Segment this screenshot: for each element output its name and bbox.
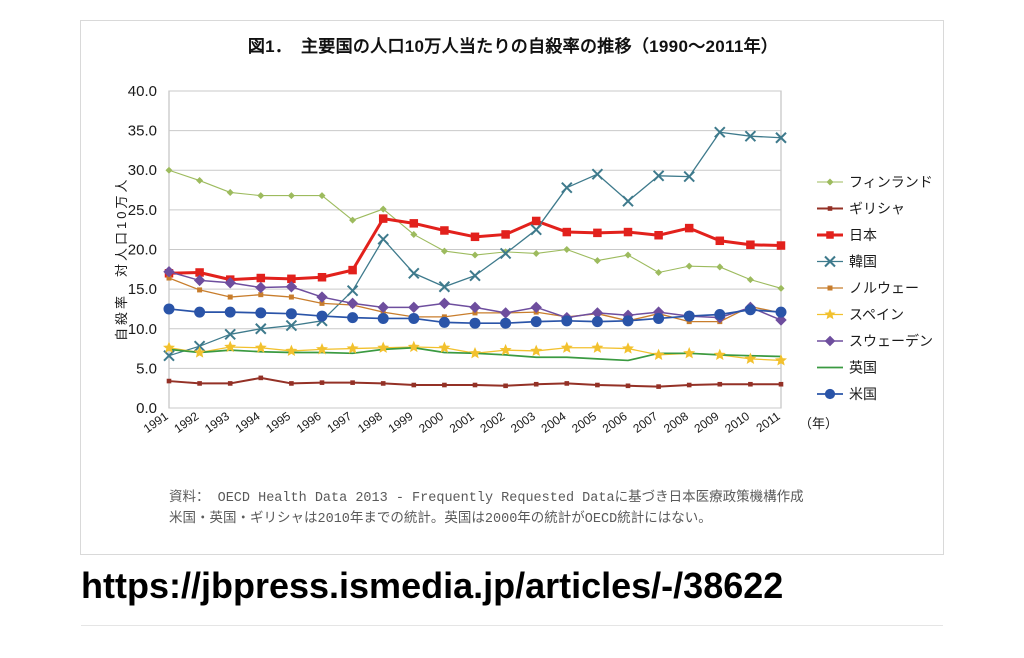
svg-text:1998: 1998 (355, 409, 385, 436)
svg-text:スペイン: スペイン (849, 307, 904, 323)
svg-text:スウェーデン: スウェーデン (849, 333, 933, 349)
svg-text:25.0: 25.0 (128, 202, 157, 219)
svg-text:2006: 2006 (600, 409, 630, 436)
svg-text:2011: 2011 (754, 409, 783, 435)
svg-text:2009: 2009 (692, 409, 722, 436)
svg-text:2007: 2007 (630, 409, 660, 436)
svg-text:2002: 2002 (477, 409, 507, 436)
svg-text:2004: 2004 (539, 409, 569, 436)
svg-text:米国: 米国 (849, 386, 877, 402)
svg-text:日本: 日本 (849, 227, 877, 243)
svg-text:ノルウェー: ノルウェー (849, 280, 919, 296)
svg-text:5.0: 5.0 (136, 360, 157, 377)
svg-text:1993: 1993 (202, 409, 232, 436)
svg-text:1997: 1997 (324, 409, 354, 436)
svg-text:1995: 1995 (263, 409, 293, 436)
svg-text:1999: 1999 (386, 409, 416, 436)
svg-text:英国: 英国 (849, 360, 877, 376)
svg-text:10.0: 10.0 (128, 321, 157, 338)
svg-text:2008: 2008 (661, 409, 691, 436)
svg-text:2001: 2001 (447, 409, 477, 436)
svg-text:30.0: 30.0 (128, 162, 157, 179)
svg-text:2000: 2000 (416, 409, 446, 436)
svg-text:40.0: 40.0 (128, 83, 157, 100)
svg-text:35.0: 35.0 (128, 123, 157, 140)
svg-text:フィンランド: フィンランド (849, 174, 933, 190)
svg-text:2005: 2005 (569, 409, 599, 436)
svg-text:1992: 1992 (171, 409, 201, 436)
svg-text:2010: 2010 (722, 409, 752, 436)
svg-text:1996: 1996 (294, 409, 324, 436)
svg-text:20.0: 20.0 (128, 242, 157, 259)
svg-text:1994: 1994 (233, 409, 263, 436)
svg-text:韓国: 韓国 (849, 254, 877, 270)
svg-text:（年）: （年） (799, 416, 838, 431)
svg-text:ギリシャ: ギリシャ (849, 201, 905, 217)
svg-text:2003: 2003 (508, 409, 538, 436)
svg-text:15.0: 15.0 (128, 281, 157, 298)
